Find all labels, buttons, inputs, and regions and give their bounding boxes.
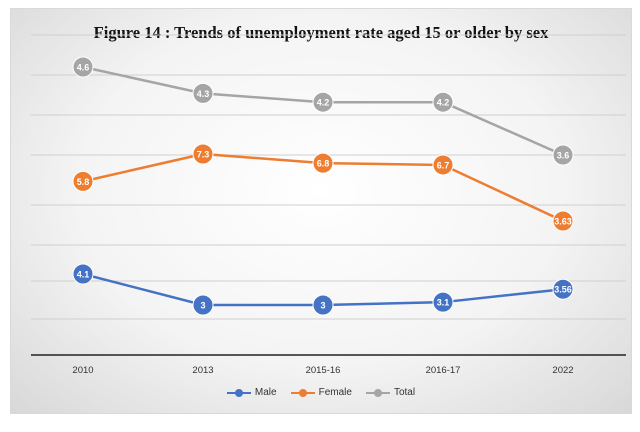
data-label-female: 3.63 — [554, 217, 572, 227]
legend-label: Male — [254, 387, 277, 398]
data-point-female — [72, 170, 94, 192]
plot-area: 2010 2013 2015-16 2016-17 2022 4.1 3 3 3.1 3.56 5.… — [31, 34, 626, 376]
legend-label: Female — [318, 387, 352, 398]
data-point-male — [432, 291, 454, 313]
data-label-total: 4.2 — [437, 98, 450, 108]
data-label-male: 3 — [200, 301, 205, 311]
data-point-total — [192, 82, 214, 104]
data-label-total: 3.6 — [557, 151, 570, 161]
data-label-male: 3.1 — [437, 298, 450, 308]
data-label-male: 3 — [320, 301, 325, 311]
data-point-male — [552, 278, 574, 300]
data-label-total: 4.3 — [197, 89, 210, 99]
data-point-male — [192, 294, 214, 316]
data-label-female: 6.8 — [317, 159, 330, 169]
data-label-female: 5.8 — [77, 177, 90, 187]
legend-swatch-female — [290, 388, 315, 398]
data-label-total: 4.6 — [77, 63, 90, 73]
legend: Male Female Total — [11, 387, 631, 398]
data-point-female — [432, 154, 454, 176]
x-tick-label: 2015-16 — [306, 365, 341, 376]
legend-swatch-total — [365, 388, 390, 398]
legend-item-total: Total — [365, 387, 416, 398]
data-point-total — [312, 91, 334, 113]
data-point-male — [72, 263, 94, 285]
legend-swatch-male — [226, 388, 251, 398]
data-point-total — [552, 144, 574, 166]
data-label-male: 4.1 — [77, 270, 90, 280]
data-label-total: 4.2 — [317, 98, 330, 108]
data-point-male — [312, 294, 334, 316]
x-tick-label: 2013 — [192, 365, 213, 376]
data-point-female — [312, 152, 334, 174]
data-label-female: 6.7 — [437, 160, 450, 170]
data-point-female — [192, 143, 214, 165]
legend-item-female: Female — [290, 387, 352, 398]
x-tick-label: 2010 — [72, 365, 93, 376]
data-point-total — [72, 56, 94, 78]
data-label-female: 7.3 — [197, 150, 210, 160]
data-point-total — [432, 91, 454, 113]
x-tick-label: 2022 — [552, 365, 573, 376]
chart-title: Figure 14 : Trends of unemployment rate … — [93, 23, 549, 42]
data-point-female — [552, 210, 574, 232]
legend-item-male: Male — [226, 387, 277, 398]
data-label-male: 3.56 — [554, 285, 572, 295]
chart-area: Figure 14 : Trends of unemployment rate … — [10, 8, 632, 414]
legend-label: Total — [393, 387, 416, 398]
x-tick-label: 2016-17 — [426, 365, 461, 376]
